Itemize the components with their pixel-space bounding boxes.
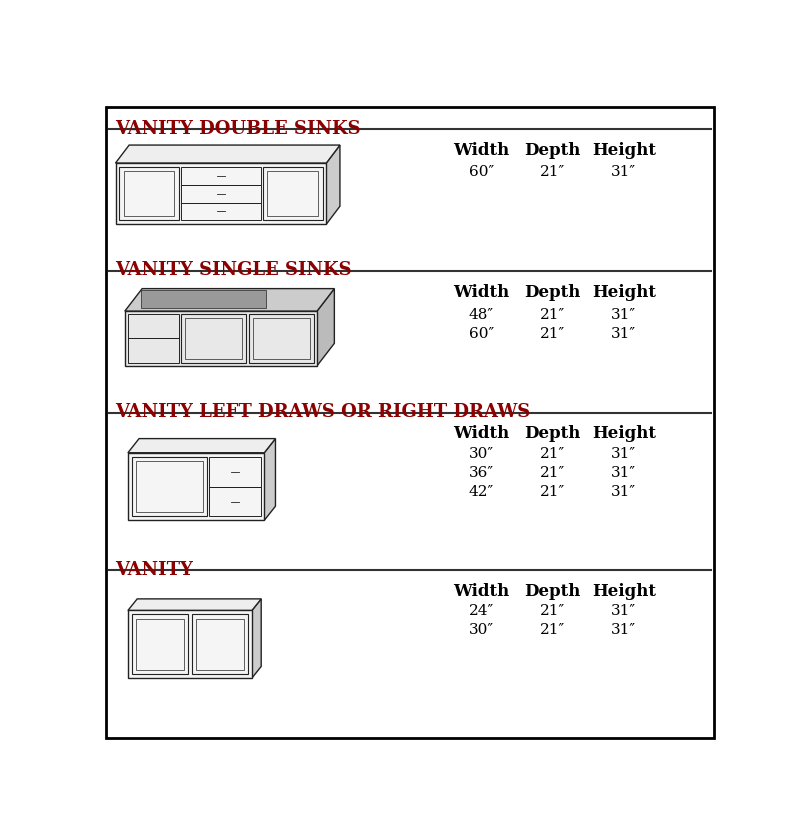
Polygon shape [115,163,326,224]
Text: VANITY: VANITY [115,561,194,579]
Polygon shape [115,145,340,163]
Text: 60″: 60″ [469,327,494,341]
Text: 42″: 42″ [469,485,494,499]
Text: Height: Height [592,584,656,600]
Text: 31″: 31″ [611,327,637,341]
Text: 31″: 31″ [611,308,637,322]
Text: Width: Width [453,283,510,301]
Text: Height: Height [592,142,656,159]
Text: Depth: Depth [525,584,581,600]
Text: 36″: 36″ [469,466,494,480]
Polygon shape [252,599,262,678]
Text: Width: Width [453,584,510,600]
Text: 30″: 30″ [469,623,494,637]
Text: 31″: 31″ [611,466,637,480]
Text: 21″: 21″ [540,466,566,480]
Text: 31″: 31″ [611,623,637,637]
Text: 31″: 31″ [611,485,637,499]
Text: 31″: 31″ [611,165,637,179]
Text: Width: Width [453,142,510,159]
Text: Height: Height [592,283,656,301]
Text: 30″: 30″ [469,446,494,461]
Polygon shape [264,439,275,520]
Text: 24″: 24″ [469,604,494,618]
Text: 48″: 48″ [469,308,494,322]
Text: 31″: 31″ [611,446,637,461]
Text: 21″: 21″ [540,485,566,499]
Polygon shape [125,288,334,311]
Polygon shape [317,288,334,366]
Text: 31″: 31″ [611,604,637,618]
Text: 21″: 21″ [540,604,566,618]
Text: Depth: Depth [525,426,581,442]
Text: 21″: 21″ [540,308,566,322]
Text: 21″: 21″ [540,623,566,637]
Text: VANITY DOUBLE SINKS: VANITY DOUBLE SINKS [115,120,361,138]
Text: 60″: 60″ [469,165,494,179]
Polygon shape [128,599,262,610]
Polygon shape [125,311,317,366]
Text: 21″: 21″ [540,165,566,179]
Text: Height: Height [592,426,656,442]
Text: VANITY SINGLE SINKS: VANITY SINGLE SINKS [115,261,352,279]
Text: Depth: Depth [525,142,581,159]
Text: 21″: 21″ [540,327,566,341]
Text: Width: Width [453,426,510,442]
Polygon shape [326,145,340,224]
Polygon shape [128,439,275,453]
Polygon shape [128,453,264,520]
Polygon shape [142,290,266,308]
Polygon shape [128,610,252,678]
Text: VANITY LEFT DRAWS OR RIGHT DRAWS: VANITY LEFT DRAWS OR RIGHT DRAWS [115,403,530,421]
Text: 21″: 21″ [540,446,566,461]
Text: Depth: Depth [525,283,581,301]
